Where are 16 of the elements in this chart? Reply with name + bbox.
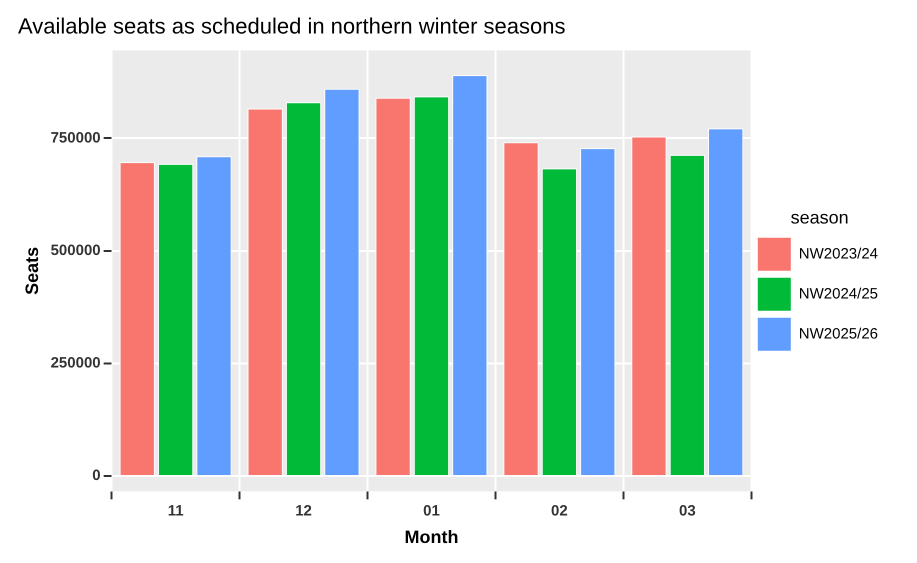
chart-title: Available seats as scheduled in northern winter seasons: [18, 13, 566, 38]
y-tick-label: 250000: [50, 354, 101, 372]
legend-label: NW2024/25: [798, 285, 878, 302]
legend-title: season: [790, 208, 849, 228]
x-tick-label: 01: [423, 502, 440, 520]
x-tick-label: 12: [295, 502, 312, 520]
legend-label: NW2023/24: [798, 245, 878, 262]
y-axis-title: Seats: [22, 246, 42, 295]
y-tick-label: 0: [92, 467, 101, 484]
legend-label: NW2025/26: [798, 325, 878, 342]
x-tick-label: 11: [168, 502, 184, 520]
y-tick-label: 750000: [50, 129, 101, 146]
x-tick-label: 03: [678, 502, 696, 520]
y-tick-label: 500000: [50, 242, 101, 259]
x-axis-title: Month: [404, 527, 458, 548]
x-tick-label: 02: [551, 502, 568, 520]
